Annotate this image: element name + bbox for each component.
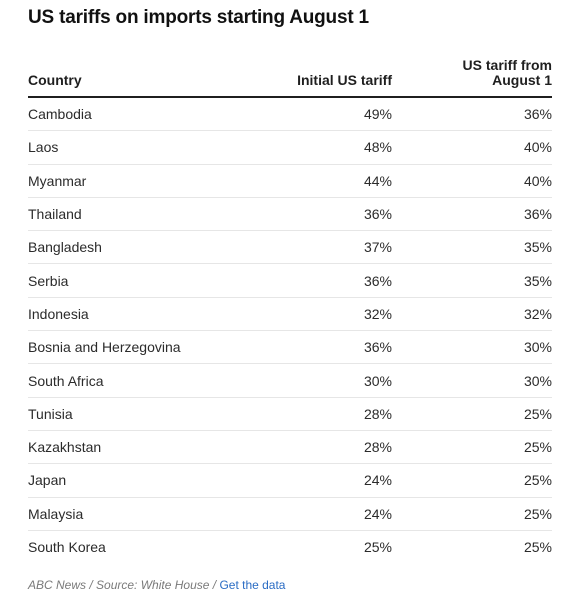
footer-credit: ABC News (28, 578, 87, 592)
cell-august-tariff: 35% (392, 263, 552, 298)
cell-country: South Korea (28, 539, 106, 555)
table-row: Laos 48% 40% (28, 130, 552, 165)
column-header-country: Country (28, 58, 268, 98)
cell-initial-tariff: 28% (268, 397, 392, 431)
table-row: Thailand 36% 36% (28, 197, 552, 232)
footer-source: Source: White House (96, 578, 210, 592)
table-row: Malaysia 24% 25% (28, 497, 552, 531)
cell-initial-tariff: 24% (268, 497, 392, 531)
cell-country: Laos (28, 130, 268, 165)
cell-country: Cambodia (28, 97, 268, 132)
cell-august-tariff: 25% (392, 430, 552, 465)
footer-separator: / (86, 578, 97, 592)
column-header-august-tariff: US tariff from August 1 (392, 57, 552, 98)
table-row: Bosnia and Herzegovina 36% 30% (28, 330, 552, 365)
cell-august-tariff: 30% (392, 330, 552, 365)
cell-august-tariff: 36% (392, 97, 552, 132)
table-row: Cambodia 49% 36% (28, 97, 552, 132)
cell-initial-tariff: 36% (268, 263, 392, 298)
cell-country: Bosnia and Herzegovina (28, 330, 268, 365)
cell-august-tariff: 32% (392, 297, 552, 332)
cell-country: Tunisia (28, 397, 268, 431)
table-row: Japan 24% 25% (28, 463, 552, 498)
cell-august-tariff: 40% (392, 130, 552, 165)
cell-initial-tariff: 36% (268, 330, 392, 365)
cell-august-tariff: 40% (392, 164, 552, 198)
tariff-table: Country Initial US tariff US tariff from… (28, 58, 552, 563)
cell-initial-tariff: 37% (268, 230, 392, 265)
table-row: Tunisia 28% 25% (28, 397, 552, 431)
page-title: US tariffs on imports starting August 1 (28, 7, 369, 28)
cell-august-tariff: 25% (392, 397, 552, 431)
cell-country: South Africa (28, 363, 268, 398)
column-header-august-tariff-label: US tariff from August 1 (462, 57, 552, 88)
table-row: South Korea 25% 25% (28, 530, 552, 563)
table-row: Bangladesh 37% 35% (28, 230, 552, 265)
cell-country: Malaysia (28, 497, 268, 531)
table-row: Kazakhstan 28% 25% (28, 430, 552, 465)
cell-initial-tariff: 49% (268, 97, 392, 132)
cell-country: Thailand (28, 197, 268, 232)
cell-initial-tariff: 25% (363, 539, 392, 555)
get-the-data-link[interactable]: Get the data (219, 578, 286, 592)
cell-country: Bangladesh (28, 230, 268, 265)
table-header-row: Country Initial US tariff US tariff from… (28, 57, 552, 98)
cell-initial-tariff: 44% (268, 164, 392, 198)
cell-august-tariff: 36% (392, 197, 552, 232)
cell-initial-tariff: 32% (268, 297, 392, 332)
cell-country: Kazakhstan (28, 430, 268, 465)
footer-separator: / (209, 578, 220, 592)
cell-august-tariff: 25% (392, 463, 552, 498)
cell-initial-tariff: 36% (268, 197, 392, 232)
table-row: South Africa 30% 30% (28, 363, 552, 398)
table-body: Cambodia 49% 36% Laos 48% 40% Myanmar 44% 40% Tha… (28, 97, 552, 563)
cell-country: Indonesia (28, 297, 268, 332)
table-row: Myanmar 44% 40% (28, 164, 552, 198)
cell-august-tariff: 25% (392, 497, 552, 531)
cell-initial-tariff: 24% (268, 463, 392, 498)
cell-august-tariff: 25% (523, 539, 552, 555)
cell-initial-tariff: 48% (268, 130, 392, 165)
table-row: Serbia 36% 35% (28, 263, 552, 298)
tariff-table-card: US tariffs on imports starting August 1 … (28, 6, 552, 563)
cell-initial-tariff: 30% (268, 363, 392, 398)
cell-country: Myanmar (28, 164, 268, 198)
cell-country: Serbia (28, 263, 268, 298)
cell-country: Japan (28, 463, 268, 498)
table-row: Indonesia 32% 32% (28, 297, 552, 332)
column-header-initial-tariff: Initial US tariff (268, 58, 392, 98)
footer: ABC News / Source: White House / Get the… (28, 578, 285, 592)
cell-initial-tariff: 28% (268, 430, 392, 465)
cell-august-tariff: 30% (392, 363, 552, 398)
cell-august-tariff: 35% (392, 230, 552, 265)
